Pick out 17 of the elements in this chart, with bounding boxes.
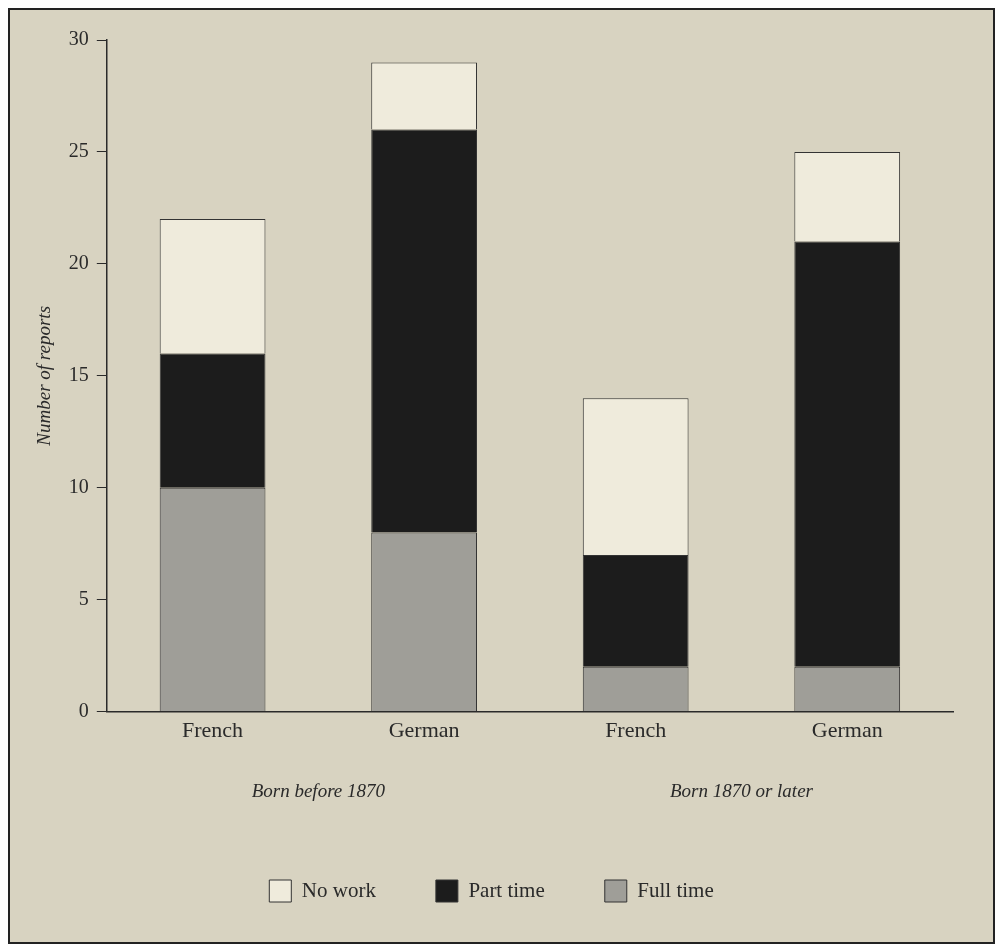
y-axis-title: Number of reports — [33, 305, 55, 447]
text: Born 1870 or later — [669, 780, 814, 801]
y-tick-label: 0 — [78, 698, 89, 721]
legend-label: No work — [301, 877, 377, 902]
legend-label: Part time — [468, 877, 545, 902]
x-tick-label: French — [605, 716, 667, 742]
y-tick-label: 30 — [68, 27, 89, 50]
y-tick-label: 25 — [68, 139, 89, 162]
y-tick-label: 15 — [68, 363, 89, 386]
x-tick-label: French — [182, 716, 244, 742]
y-tick-label: 5 — [78, 586, 89, 609]
y-tick-label: 10 — [68, 474, 89, 497]
x-tick-label: German — [388, 716, 460, 742]
legend-label: Full time — [637, 877, 714, 902]
text: Born before 1870 — [251, 780, 386, 801]
x-tick-label: German — [811, 716, 883, 742]
y-tick-label: 20 — [68, 251, 89, 274]
